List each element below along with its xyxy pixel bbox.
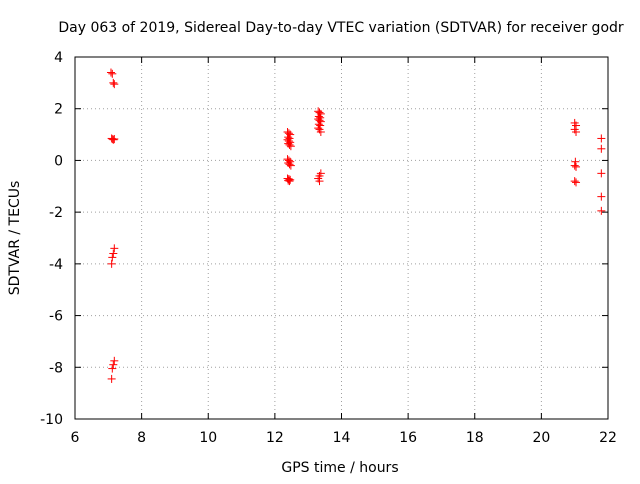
y-tick-label: 0 xyxy=(54,153,63,169)
y-tick-label: -10 xyxy=(40,412,63,428)
data-point xyxy=(570,177,579,186)
y-tick-label: -8 xyxy=(49,360,63,376)
data-point xyxy=(315,177,324,186)
x-tick-label: 22 xyxy=(599,430,617,446)
data-point xyxy=(107,259,116,268)
axis-ticks xyxy=(74,56,609,420)
data-point xyxy=(572,162,581,171)
data-point xyxy=(109,360,118,369)
data-point xyxy=(284,176,293,185)
data-point xyxy=(597,169,606,178)
data-point xyxy=(315,108,324,117)
data-point xyxy=(286,175,295,184)
data-point xyxy=(597,144,606,153)
y-tick-label: 2 xyxy=(54,102,63,118)
y-tick-label: 4 xyxy=(54,50,63,66)
x-tick-label: 12 xyxy=(266,430,284,446)
data-point xyxy=(315,116,324,125)
data-point xyxy=(108,253,117,262)
x-tick-label: 8 xyxy=(137,430,146,446)
y-tick-label: -6 xyxy=(49,309,63,325)
data-point xyxy=(108,69,117,78)
x-tick-label: 18 xyxy=(466,430,484,446)
data-point xyxy=(571,157,580,166)
data-point xyxy=(107,374,116,383)
data-point xyxy=(285,160,294,169)
data-point xyxy=(110,80,119,89)
data-point xyxy=(572,127,581,136)
y-tick-labels: -10 -8 -6 -4 -2 0 2 4 xyxy=(40,50,63,428)
x-tick-label: 14 xyxy=(333,430,351,446)
data-point xyxy=(597,192,606,201)
y-axis-label: SDTVAR / TECUs xyxy=(7,181,23,296)
data-point xyxy=(572,178,581,187)
data-point xyxy=(285,177,294,186)
data-point xyxy=(110,134,119,143)
data-point xyxy=(597,134,606,143)
data-point xyxy=(597,206,606,215)
chart-title: Day 063 of 2019, Sidereal Day-to-day VTE… xyxy=(58,20,624,36)
data-point xyxy=(110,244,119,253)
data-point xyxy=(570,161,579,170)
data-point xyxy=(106,68,115,77)
data-points xyxy=(106,68,606,383)
data-point xyxy=(286,161,295,170)
data-point xyxy=(286,142,295,151)
x-axis-label: GPS time / hours xyxy=(281,460,398,476)
data-point xyxy=(109,249,118,258)
grid-lines xyxy=(75,57,608,419)
x-tick-label: 16 xyxy=(399,430,417,446)
x-tick-label: 10 xyxy=(199,430,217,446)
data-point xyxy=(285,140,294,149)
x-tick-label: 20 xyxy=(532,430,550,446)
data-point xyxy=(108,364,117,373)
data-point xyxy=(284,175,293,184)
x-tick-labels: 6 8 10 12 14 16 18 20 22 xyxy=(71,430,617,446)
data-point xyxy=(109,78,118,87)
y-tick-label: -2 xyxy=(49,205,63,221)
data-point xyxy=(314,120,323,129)
data-point xyxy=(284,129,293,138)
data-point xyxy=(109,135,118,144)
x-tick-label: 6 xyxy=(71,430,80,446)
data-point xyxy=(316,127,325,136)
data-point xyxy=(110,356,119,365)
y-tick-label: -4 xyxy=(49,257,63,273)
